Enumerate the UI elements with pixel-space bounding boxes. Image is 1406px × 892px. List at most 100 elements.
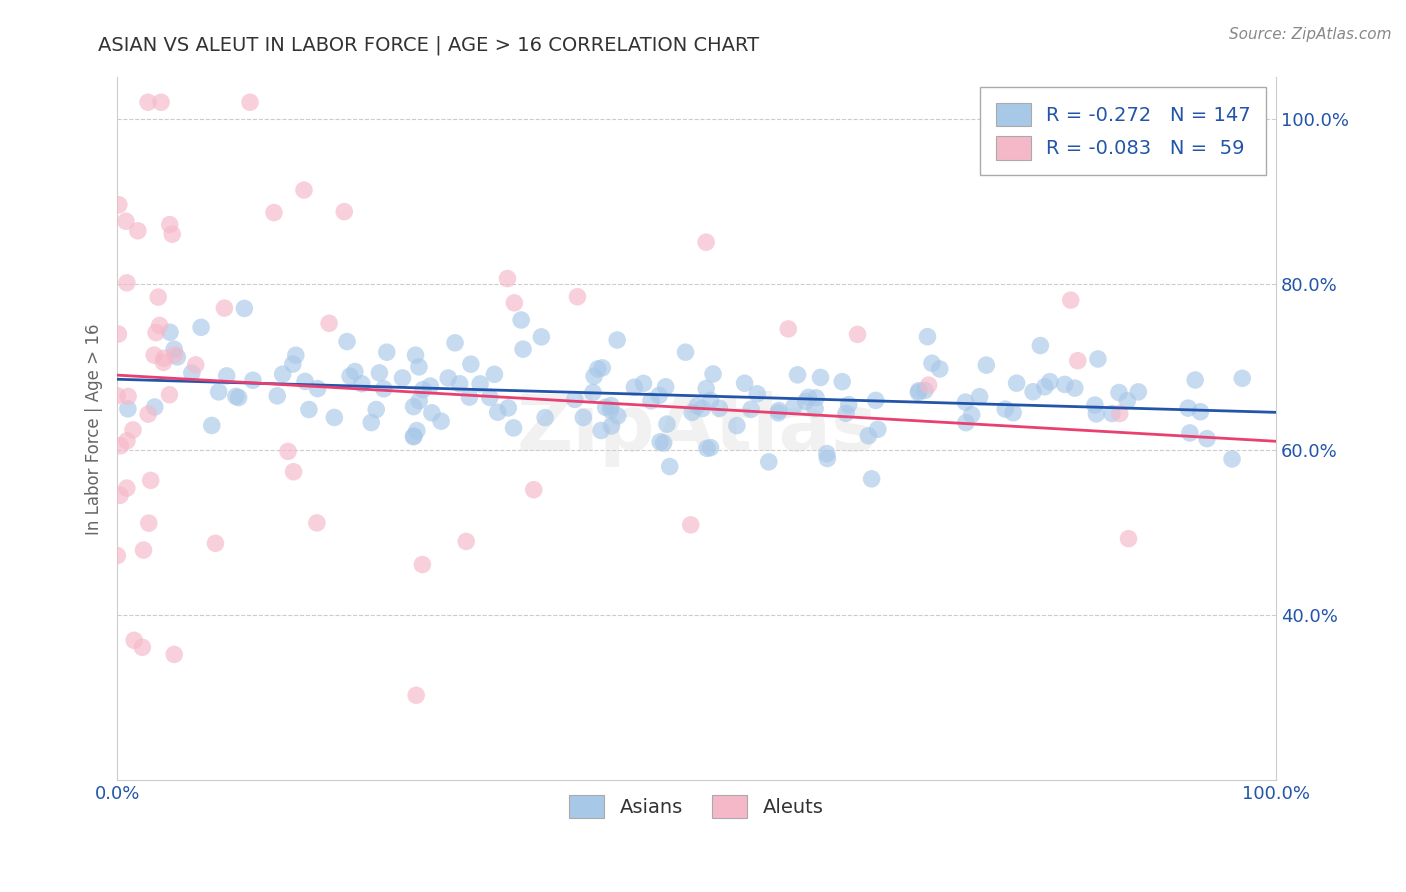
Point (263, 205, 285, 219)
Point (572, 410, 595, 425)
Point (160, 227, 183, 242)
Point (512, 342, 534, 356)
Point (1101, 407, 1123, 421)
Point (955, 416, 977, 430)
Point (375, 345, 398, 359)
Point (115, 276, 138, 290)
Point (1178, 425, 1201, 440)
Point (633, 376, 655, 391)
Point (368, 366, 391, 380)
Point (350, 376, 373, 391)
Point (1029, 338, 1052, 352)
Point (294, 375, 316, 389)
Point (159, 218, 181, 232)
Point (184, 358, 207, 372)
Point (650, 434, 672, 449)
Point (143, 348, 166, 362)
Point (478, 391, 501, 405)
Point (917, 329, 939, 343)
Point (503, 296, 526, 310)
Point (132, 543, 155, 558)
Point (110, 439, 132, 453)
Point (815, 451, 838, 466)
Point (115, 214, 138, 228)
Point (391, 371, 413, 385)
Point (412, 383, 434, 397)
Point (681, 405, 703, 419)
Point (307, 382, 329, 396)
Point (420, 406, 443, 420)
Point (778, 322, 800, 336)
Point (786, 368, 808, 382)
Point (1232, 371, 1254, 385)
Point (1220, 452, 1243, 467)
Point (408, 359, 430, 374)
Point (115, 481, 138, 495)
Point (530, 330, 553, 344)
Point (955, 395, 977, 409)
Y-axis label: In Labor Force | Age > 16: In Labor Force | Age > 16 (86, 323, 103, 534)
Point (1108, 407, 1130, 421)
Point (768, 403, 790, 417)
Point (108, 198, 131, 212)
Point (589, 424, 612, 438)
Point (734, 376, 756, 391)
Point (831, 375, 853, 389)
Point (510, 313, 533, 327)
Point (1189, 405, 1212, 419)
Point (917, 378, 939, 392)
Point (242, 373, 264, 387)
Point (405, 424, 427, 438)
Point (239, 95, 262, 110)
Point (1033, 380, 1056, 394)
Point (145, 326, 167, 340)
Point (139, 474, 162, 488)
Point (908, 384, 931, 398)
Point (994, 402, 1017, 417)
Point (405, 688, 427, 702)
Point (281, 357, 304, 371)
Point (127, 224, 149, 238)
Point (695, 235, 717, 249)
Point (122, 423, 145, 437)
Point (600, 399, 623, 413)
Point (835, 406, 858, 420)
Point (695, 382, 717, 396)
Point (105, 549, 128, 563)
Point (298, 402, 321, 417)
Point (921, 356, 943, 370)
Point (740, 402, 762, 417)
Point (486, 405, 509, 419)
Point (163, 343, 186, 357)
Point (405, 348, 427, 362)
Point (1128, 384, 1150, 399)
Point (655, 417, 678, 431)
Point (360, 416, 382, 430)
Point (153, 351, 176, 366)
Point (117, 389, 139, 403)
Point (595, 401, 617, 415)
Point (702, 367, 724, 381)
Point (208, 384, 231, 399)
Point (323, 410, 346, 425)
Point (373, 382, 395, 396)
Point (333, 204, 356, 219)
Point (456, 534, 478, 549)
Point (498, 401, 520, 415)
Point (318, 316, 340, 330)
Point (591, 360, 613, 375)
Point (266, 389, 288, 403)
Point (866, 422, 889, 436)
Point (768, 406, 790, 420)
Point (534, 410, 557, 425)
Point (846, 327, 869, 342)
Point (215, 368, 238, 383)
Point (914, 384, 936, 398)
Point (815, 447, 838, 461)
Text: ZipAtlas: ZipAtlas (516, 391, 877, 467)
Point (692, 401, 714, 416)
Point (654, 380, 676, 394)
Point (136, 407, 159, 421)
Point (152, 355, 174, 369)
Point (606, 409, 628, 423)
